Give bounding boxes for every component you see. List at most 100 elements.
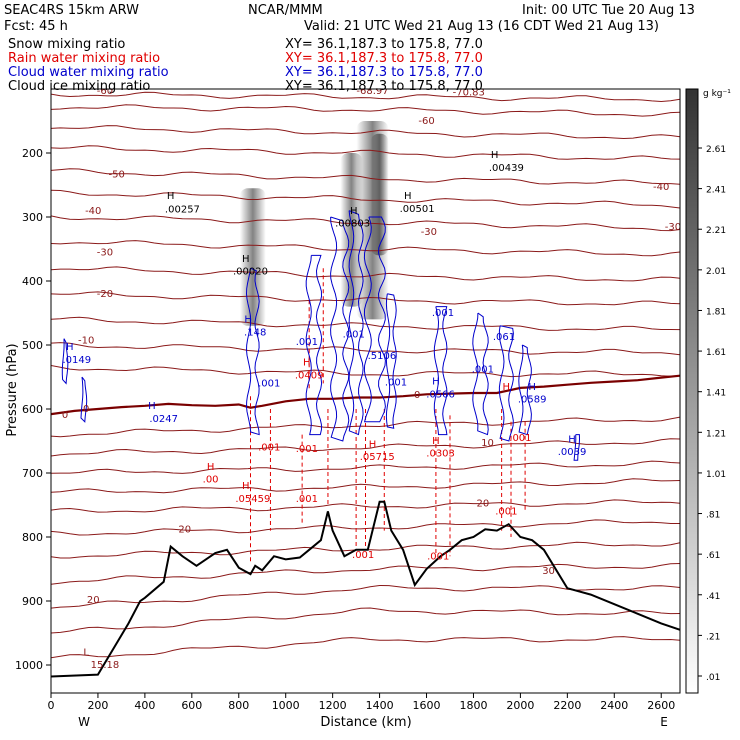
colorbar-unit: g kg⁻¹ xyxy=(703,89,731,99)
contour-label: .001 xyxy=(495,507,517,518)
model-name: SEAC4RS 15km ARW xyxy=(4,3,140,18)
contour-label: .05715 xyxy=(360,452,395,463)
isotherm-line-1 xyxy=(51,104,680,117)
cloudwater-contour-1 xyxy=(305,254,323,436)
contour-label: .001 xyxy=(258,443,280,454)
field-xy-cloudice: XY= 36.1,187.3 to 175.8, 77.0 xyxy=(285,79,483,94)
contour-label: H xyxy=(350,206,358,217)
isotherm-line-4 xyxy=(51,168,680,185)
y-tick-label: 200 xyxy=(22,147,43,160)
x-axis: 0 200 400 600 800 1000 1200 1400 1600 1800 2000 220… xyxy=(48,693,675,712)
cloudwater-contour-12 xyxy=(573,434,581,461)
y-axis: 200 300 400 500 600 700 800 900 1000 xyxy=(15,147,51,672)
contour-label: L xyxy=(83,647,89,658)
cloudwater-contour-11 xyxy=(80,376,88,423)
colorbar-tick-label: 1.81 xyxy=(706,307,726,317)
contour-label: H xyxy=(66,342,74,353)
y-tick-label: 300 xyxy=(22,211,43,224)
contour-label: .0149 xyxy=(62,355,91,366)
field-label-cloudice: Cloud ice mixing ratio xyxy=(8,79,151,94)
contour-label: -60 xyxy=(418,116,434,127)
contour-label: -40 xyxy=(85,206,101,217)
colorbar-tick-label: .01 xyxy=(706,673,720,683)
contour-label: .148 xyxy=(244,327,266,338)
x-tick-label: 2600 xyxy=(647,699,675,712)
contour-label: .00439 xyxy=(489,163,524,174)
y-tick-label: 600 xyxy=(22,403,43,416)
cloudwater-contour-4 xyxy=(363,216,386,423)
contour-label: H xyxy=(432,377,440,388)
x-tick-label: 1200 xyxy=(319,699,347,712)
contour-label: .001 xyxy=(432,308,454,319)
cloudwater-contour-5 xyxy=(385,293,397,429)
contour-label: H xyxy=(242,481,250,492)
colorbar-tick-label: 1.41 xyxy=(706,389,726,399)
cloudwater-contour-10 xyxy=(61,338,69,385)
contour-label: H xyxy=(528,382,536,393)
contour-label: H xyxy=(207,462,215,473)
field-label-rain: Rain water mixing ratio xyxy=(8,51,161,66)
field-xy-cloudwater: XY= 36.1,187.3 to 175.8, 77.0 xyxy=(285,65,483,80)
contour-label: .00501 xyxy=(400,204,435,215)
contour-label: H xyxy=(568,434,576,445)
colorbar-tick-label: 1.21 xyxy=(706,429,726,439)
colorbar-fill xyxy=(685,88,699,694)
cloudwater-contour-3 xyxy=(348,210,364,436)
x-tick-label: 1800 xyxy=(459,699,487,712)
cloudwater-contour-9 xyxy=(518,344,532,436)
y-tick-label: 500 xyxy=(22,339,43,352)
contour-labels: -60 -68.97 -70.83 -60 -50 -40 -40 -30 -30 -30 -20 -… xyxy=(62,86,681,671)
valid-time: Valid: 21 UTC Wed 21 Aug 13 (16 CDT Wed … xyxy=(304,19,659,34)
cloudwater-contour-0 xyxy=(245,267,260,436)
x-tick-label: 600 xyxy=(181,699,202,712)
colorbar-tick-label: 2.61 xyxy=(706,145,726,155)
cloudwater-contour-6 xyxy=(433,306,448,436)
field-label-cloudwater: Cloud water mixing ratio xyxy=(8,65,169,80)
contour-label: .0409 xyxy=(295,370,324,381)
colorbar-tick-label: 2.41 xyxy=(706,186,726,196)
isotherm-line-8 xyxy=(51,266,680,282)
cloudwater-contours xyxy=(61,210,581,461)
contour-label: .00803 xyxy=(335,219,370,230)
x-tick-label: 2400 xyxy=(600,699,628,712)
contour-label: .5106 xyxy=(368,351,397,362)
isotherm-line-11 xyxy=(51,342,680,356)
contour-label: .001 xyxy=(509,433,531,444)
isotherm-line-10 xyxy=(51,316,680,331)
contour-label: -20 xyxy=(97,289,113,300)
contour-label: H xyxy=(369,439,377,450)
forecast-hour: Fcst: 45 h xyxy=(4,19,68,34)
isotherm-line-5 xyxy=(51,189,680,209)
contour-label: H xyxy=(242,254,250,265)
colorbar-tick-label: 1.01 xyxy=(706,470,726,480)
freezing-level-line xyxy=(51,374,680,416)
contour-label: -30 xyxy=(97,247,113,258)
snow-plume-3 xyxy=(370,133,389,256)
contour-label: .05459 xyxy=(235,494,270,505)
contour-label: -10 xyxy=(78,336,94,347)
field-xy-snow: XY= 36.1,187.3 to 175.8, 77.0 xyxy=(285,37,483,52)
contour-label: H xyxy=(303,357,311,368)
contour-label: H xyxy=(503,382,511,393)
terrain xyxy=(51,500,680,678)
isotherm-line-20 xyxy=(51,563,680,585)
isotherm-line-9 xyxy=(51,291,680,306)
contour-label: 30 xyxy=(542,566,555,577)
field-xy-rain: XY= 36.1,187.3 to 175.8, 77.0 xyxy=(285,51,483,66)
contour-label: 20 xyxy=(178,525,191,536)
contour-label: .001 xyxy=(296,337,318,348)
colorbar-tick-label: .21 xyxy=(706,632,720,642)
colorbar-tick-label: 2.21 xyxy=(706,226,726,236)
isotherm-line-22 xyxy=(51,607,680,634)
isotherm-line-16 xyxy=(51,478,680,494)
contour-label: .061 xyxy=(493,332,515,343)
contour-label: .001 xyxy=(427,551,449,562)
contour-label: H xyxy=(404,191,412,202)
contour-label: .0566 xyxy=(426,389,455,400)
contour-label: -68.97 xyxy=(356,86,388,97)
contour-label: -30 xyxy=(665,222,681,233)
isotherm-line-23 xyxy=(51,636,680,659)
init-time: Init: 00 UTC Tue 20 Aug 13 xyxy=(522,3,695,18)
contour-label: .001 xyxy=(472,365,494,376)
